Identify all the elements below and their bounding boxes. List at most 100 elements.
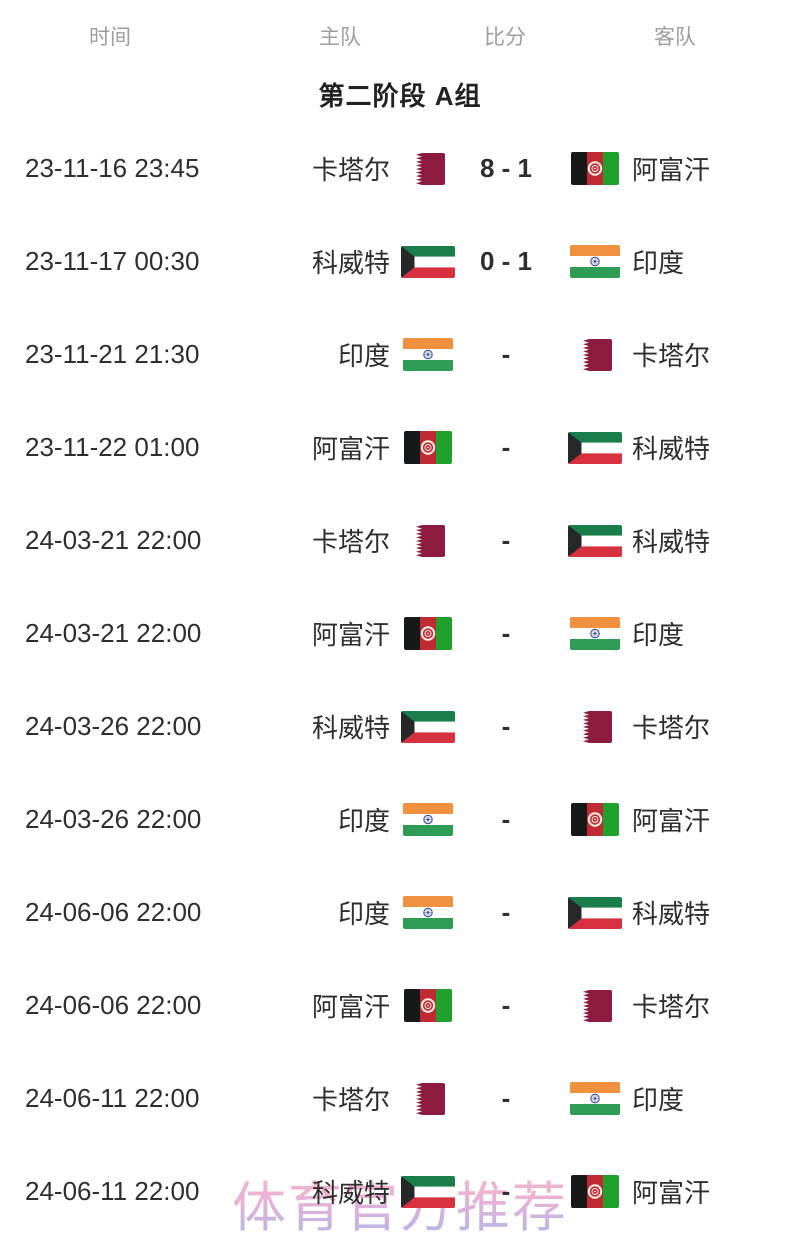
away-team-cell: 阿富汗 <box>556 801 800 839</box>
fixtures-list: 23-11-16 23:45 卡塔尔 8 - 1 阿富汗 23-11-17 00… <box>0 122 800 1238</box>
home-team-name: 阿富汗 <box>311 992 390 1022</box>
home-team-cell: 科威特 <box>280 1173 456 1211</box>
kuwait-flag-icon <box>400 243 456 281</box>
home-team-name: 印度 <box>337 899 390 929</box>
group-title: 第二阶段 A组 <box>318 80 482 111</box>
india-flag-icon <box>567 243 623 281</box>
match-row[interactable]: 24-06-11 22:00 科威特 - 阿富汗 <box>0 1145 800 1238</box>
match-row[interactable]: 24-03-21 22:00 卡塔尔 - 科威特 <box>0 494 800 587</box>
match-row[interactable]: 24-06-06 22:00 印度 - 科威特 <box>0 866 800 959</box>
afghanistan-flag-icon <box>567 1173 623 1211</box>
away-team-name: 科威特 <box>632 899 711 929</box>
home-team-name: 科威特 <box>311 1178 390 1208</box>
kuwait-flag-icon <box>567 522 623 560</box>
qatar-flag-icon <box>400 150 456 188</box>
away-team-cell: 科威特 <box>556 894 800 932</box>
away-team-name: 卡塔尔 <box>632 992 711 1022</box>
away-team-name: 科威特 <box>632 434 711 464</box>
match-time: 23-11-17 00:30 <box>25 246 200 276</box>
match-score: - <box>501 804 511 834</box>
match-row[interactable]: 23-11-16 23:45 卡塔尔 8 - 1 阿富汗 <box>0 122 800 215</box>
home-team-name: 卡塔尔 <box>311 155 390 185</box>
match-score: 0 - 1 <box>479 246 533 276</box>
away-team-name: 阿富汗 <box>632 1178 711 1208</box>
match-time: 23-11-21 21:30 <box>25 339 200 369</box>
home-team-name: 科威特 <box>311 713 390 743</box>
match-score: - <box>501 990 511 1020</box>
match-score: 8 - 1 <box>479 153 533 183</box>
match-time: 24-03-26 22:00 <box>25 804 202 834</box>
home-team-name: 科威特 <box>311 248 390 278</box>
qatar-flag-icon <box>567 336 623 374</box>
home-team-cell: 阿富汗 <box>280 987 456 1025</box>
home-team-cell: 阿富汗 <box>280 429 456 467</box>
match-score: - <box>501 897 511 927</box>
match-time: 24-03-26 22:00 <box>25 711 202 741</box>
away-team-cell: 印度 <box>556 1080 800 1118</box>
india-flag-icon <box>567 615 623 653</box>
away-team-name: 卡塔尔 <box>632 713 711 743</box>
home-team-cell: 卡塔尔 <box>280 522 456 560</box>
away-team-cell: 卡塔尔 <box>556 987 800 1025</box>
kuwait-flag-icon <box>400 1173 456 1211</box>
match-score: - <box>501 1083 511 1113</box>
away-team-name: 阿富汗 <box>632 806 711 836</box>
away-team-name: 印度 <box>632 620 685 650</box>
away-team-name: 科威特 <box>632 527 711 557</box>
col-header-score: 比分 <box>484 26 526 49</box>
qatar-flag-icon <box>567 987 623 1025</box>
away-team-name: 印度 <box>632 248 685 278</box>
kuwait-flag-icon <box>400 708 456 746</box>
match-time: 24-06-06 22:00 <box>25 990 202 1020</box>
home-team-name: 阿富汗 <box>311 434 390 464</box>
kuwait-flag-icon <box>567 894 623 932</box>
match-score: - <box>501 339 511 369</box>
away-team-name: 阿富汗 <box>632 155 711 185</box>
match-row[interactable]: 23-11-17 00:30 科威特 0 - 1 印度 <box>0 215 800 308</box>
match-row[interactable]: 24-03-26 22:00 印度 - 阿富汗 <box>0 773 800 866</box>
match-score: - <box>501 711 511 741</box>
away-team-cell: 阿富汗 <box>556 150 800 188</box>
home-team-name: 印度 <box>337 341 390 371</box>
match-time: 23-11-22 01:00 <box>25 432 200 462</box>
match-score: - <box>501 432 511 462</box>
match-score: - <box>501 525 511 555</box>
home-team-cell: 印度 <box>280 336 456 374</box>
home-team-name: 卡塔尔 <box>311 1085 390 1115</box>
away-team-cell: 卡塔尔 <box>556 336 800 374</box>
away-team-name: 卡塔尔 <box>632 341 711 371</box>
match-time: 24-06-11 22:00 <box>25 1083 200 1113</box>
home-team-name: 印度 <box>337 806 390 836</box>
match-row[interactable]: 24-06-11 22:00 卡塔尔 - 印度 <box>0 1052 800 1145</box>
qatar-flag-icon <box>400 522 456 560</box>
col-header-home: 主队 <box>319 26 361 49</box>
afghanistan-flag-icon <box>400 429 456 467</box>
match-time: 23-11-16 23:45 <box>25 153 200 183</box>
home-team-cell: 印度 <box>280 801 456 839</box>
match-row[interactable]: 23-11-21 21:30 印度 - 卡塔尔 <box>0 308 800 401</box>
afghanistan-flag-icon <box>567 801 623 839</box>
match-row[interactable]: 24-06-06 22:00 阿富汗 - 卡塔尔 <box>0 959 800 1052</box>
qatar-flag-icon <box>567 708 623 746</box>
match-row[interactable]: 24-03-21 22:00 阿富汗 - 印度 <box>0 587 800 680</box>
match-row[interactable]: 24-03-26 22:00 科威特 - 卡塔尔 <box>0 680 800 773</box>
col-header-away: 客队 <box>654 26 696 49</box>
col-header-time: 时间 <box>89 26 131 49</box>
kuwait-flag-icon <box>567 429 623 467</box>
home-team-name: 阿富汗 <box>311 620 390 650</box>
home-team-cell: 印度 <box>280 894 456 932</box>
match-row[interactable]: 23-11-22 01:00 阿富汗 - 科威特 <box>0 401 800 494</box>
match-score: - <box>501 1176 511 1206</box>
home-team-cell: 卡塔尔 <box>280 150 456 188</box>
away-team-cell: 科威特 <box>556 522 800 560</box>
home-team-cell: 阿富汗 <box>280 615 456 653</box>
away-team-name: 印度 <box>632 1085 685 1115</box>
table-header: 时间 主队 比分 客队 <box>0 0 800 66</box>
match-score: - <box>501 618 511 648</box>
home-team-cell: 卡塔尔 <box>280 1080 456 1118</box>
away-team-cell: 印度 <box>556 243 800 281</box>
home-team-cell: 科威特 <box>280 708 456 746</box>
home-team-name: 卡塔尔 <box>311 527 390 557</box>
afghanistan-flag-icon <box>567 150 623 188</box>
